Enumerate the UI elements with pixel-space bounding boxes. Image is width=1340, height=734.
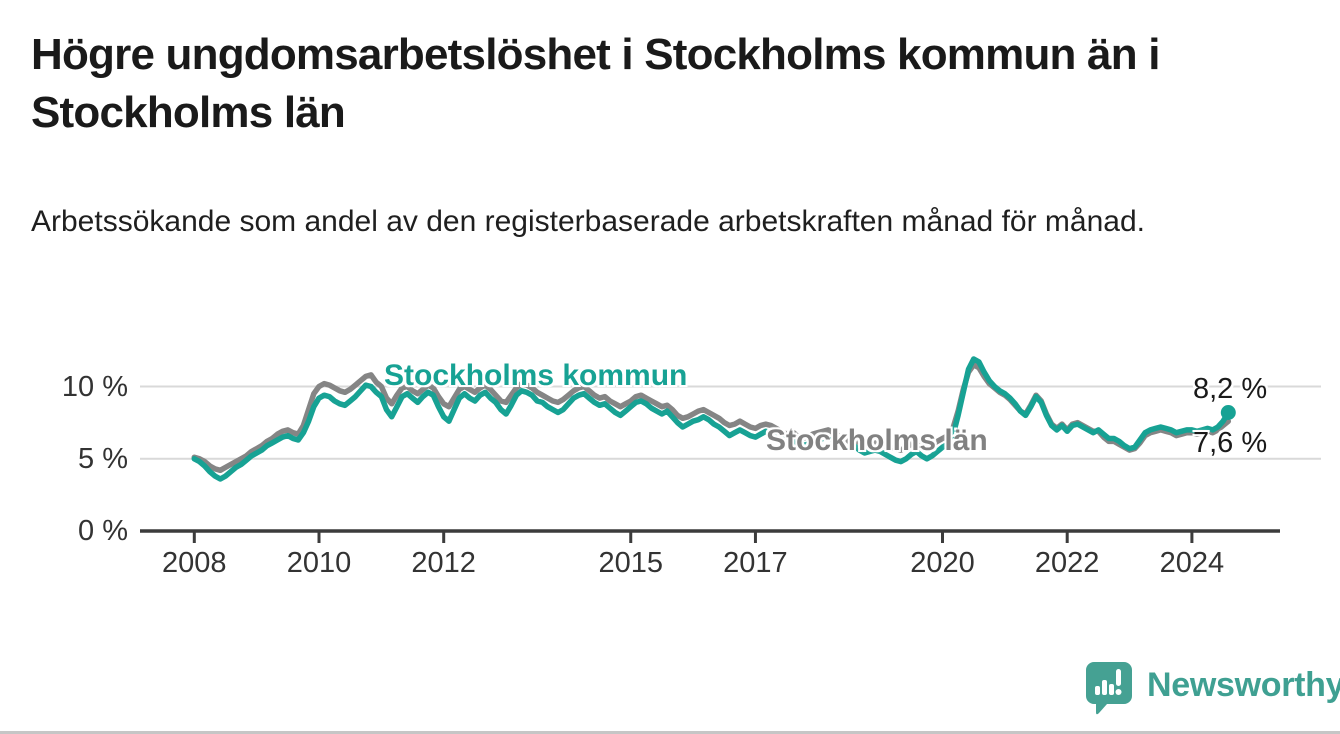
y-axis-label-10: 10 % bbox=[61, 370, 128, 403]
bottom-divider bbox=[0, 731, 1340, 734]
series-line-stockholms-kommun bbox=[191, 356, 1232, 482]
x-axis-label-2024: 2024 bbox=[1159, 547, 1225, 579]
y-axis-label-0: 0 % bbox=[78, 515, 128, 547]
y-axis-label-5: 5 % bbox=[78, 442, 128, 475]
x-axis-label-2020: 2020 bbox=[910, 547, 975, 579]
x-axis-label-2010: 2010 bbox=[286, 547, 352, 579]
series-line-stockholms-län bbox=[191, 362, 1232, 474]
x-axis-label-2022: 2022 bbox=[1034, 547, 1100, 579]
end-value-label-lan: 7,6 % bbox=[1193, 427, 1268, 459]
page-title: Högre ungdomsarbetslöshet i Stockholms k… bbox=[31, 30, 1160, 137]
x-axis-label-2012: 2012 bbox=[411, 547, 476, 579]
newsworthy-logo: Newsworthy bbox=[1083, 659, 1340, 715]
chart-subtitle: Arbetssökande som andel av den registerb… bbox=[31, 205, 1145, 238]
x-axis-label-2008: 2008 bbox=[162, 547, 227, 579]
series-label-stockholms-kommun: Stockholms kommun bbox=[384, 359, 688, 392]
x-axis-label-2015: 2015 bbox=[598, 547, 663, 579]
newsworthy-logo-text: Newsworthy bbox=[1147, 665, 1340, 704]
end-value-label-kommun: 8,2 % bbox=[1193, 373, 1268, 405]
newsworthy-speech-bubble-bar-chart-icon bbox=[1086, 662, 1132, 715]
series-label-stockholms-lan: Stockholms län bbox=[766, 424, 988, 457]
latest-value-dot bbox=[1220, 405, 1236, 420]
x-axis-label-2017: 2017 bbox=[723, 547, 788, 579]
